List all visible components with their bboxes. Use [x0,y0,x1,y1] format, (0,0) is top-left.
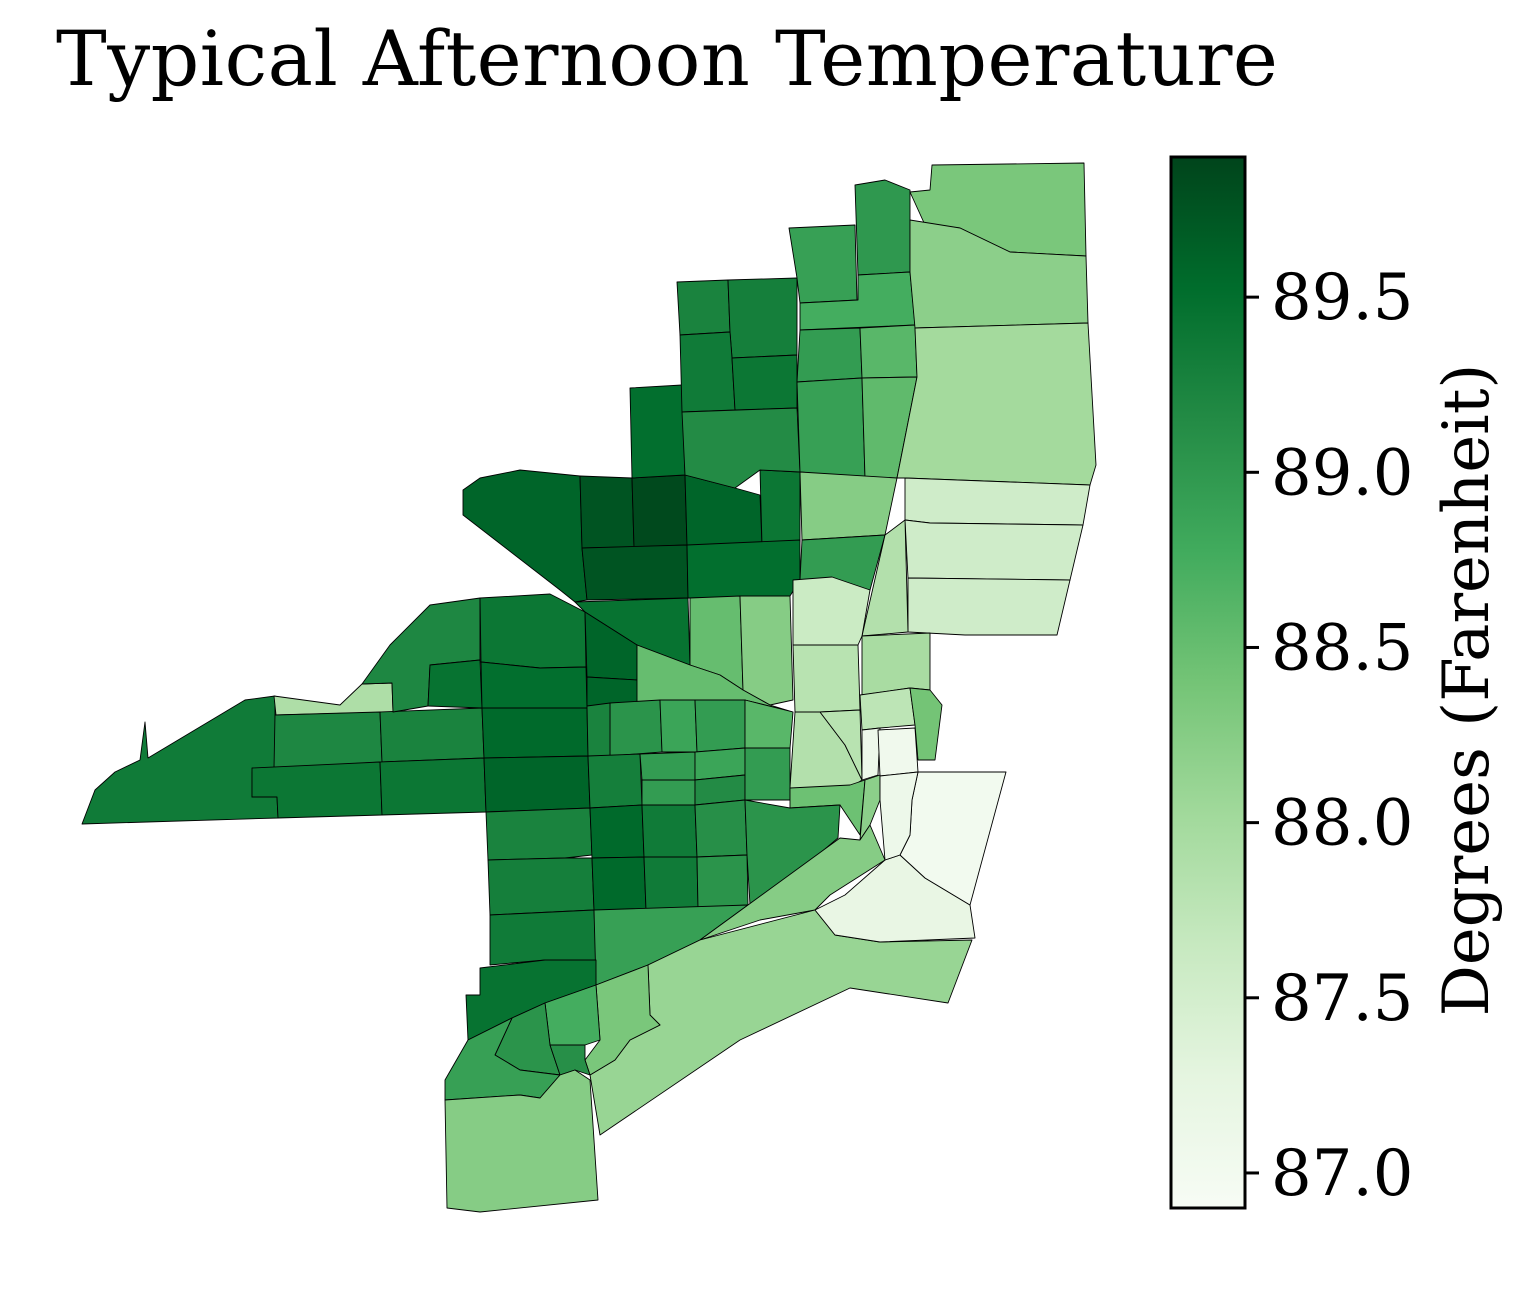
tract [686,539,801,599]
tract [479,593,587,669]
tract [854,179,911,276]
tract [904,477,1091,526]
tract [694,799,748,858]
tract [681,407,801,489]
tract [643,856,699,911]
tract [659,699,698,753]
tract [273,711,383,769]
tract [676,279,731,336]
tract [859,687,916,731]
tract [480,661,588,709]
tract [591,856,647,911]
colorbar-tick-label: 88.0 [1271,787,1414,861]
colorbar-tick-label: 89.0 [1271,436,1414,510]
tract [641,804,698,858]
tract [792,576,871,646]
tract [586,702,611,757]
tract [584,964,661,1076]
tract [861,632,931,696]
tract [483,755,591,813]
tract [796,327,863,383]
tract [907,577,1071,636]
tract [904,519,1084,581]
tract [639,751,696,781]
tract [731,354,798,411]
tract [799,471,898,541]
tract [879,771,919,861]
tract [699,824,886,941]
colorbar-tick-label: 89.5 [1271,261,1414,335]
colorbar [1169,155,1247,1210]
tract [694,699,746,753]
tract [739,595,794,706]
colorbar-tick-label: 88.5 [1271,611,1414,685]
tract [444,1069,599,1213]
tract [788,224,858,304]
tract [629,384,686,479]
tract [587,753,643,809]
tract [489,909,597,966]
tract [481,707,589,759]
tract [861,727,881,781]
colorbar-ticks: 87.0 87.5 88.0 88.5 89.0 89.5 [1245,261,1414,1211]
map-tracts [81,162,1097,1213]
tract [859,774,881,841]
tract [679,331,736,413]
colorbar-tick-label: 87.5 [1271,962,1414,1036]
colorbar-label: Degrees (Farenheit) [1430,364,1504,1017]
tract [909,687,943,761]
tract [487,857,595,916]
tract [609,699,663,757]
colorbar-tick-label: 87.0 [1271,1137,1414,1211]
tract [589,804,645,859]
tract [485,807,593,861]
tract [273,682,394,716]
tract [641,779,696,806]
tract [427,659,483,709]
tract [744,699,794,749]
tract [796,377,866,479]
page-title: Typical Afternoon Temperature [56,14,1279,103]
tract [859,324,918,379]
tract [579,475,635,549]
tract [631,474,688,548]
tract [81,695,279,825]
tract [462,469,588,603]
tract [581,544,689,601]
tract [696,854,749,909]
tract [694,747,746,781]
tract [877,727,919,777]
tract [744,747,791,801]
tract [684,474,763,546]
tract [759,469,801,546]
tract [379,757,487,816]
tract [861,519,909,637]
tract [379,707,485,763]
tract [896,322,1097,486]
tract [792,644,861,713]
tract [727,277,798,359]
